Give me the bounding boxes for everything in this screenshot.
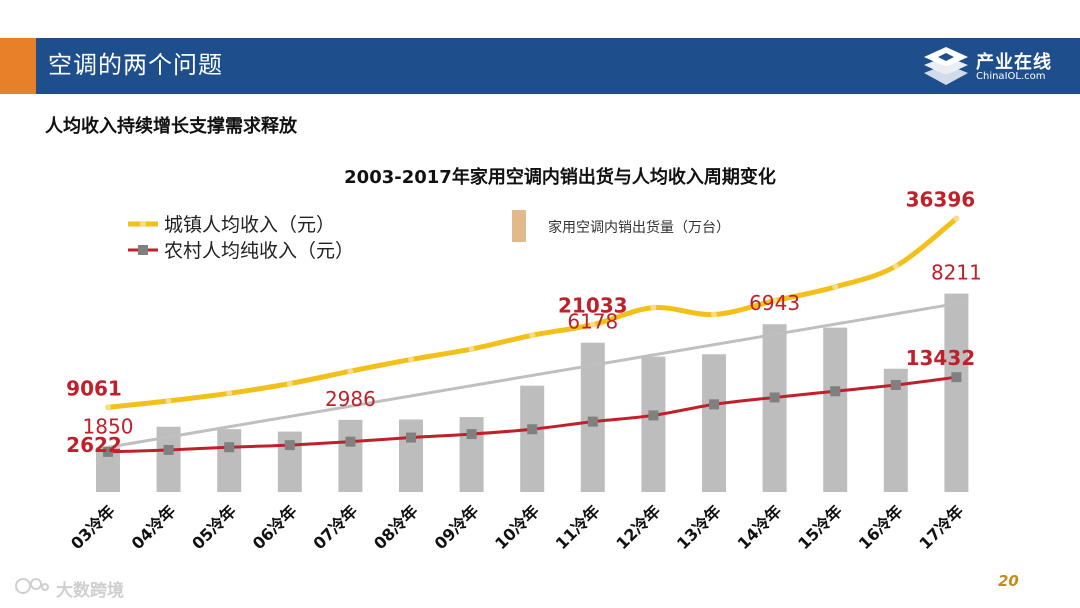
- x-tick-17冷年: 17冷年: [915, 501, 967, 553]
- watermark-text: 大数跨境: [56, 581, 124, 601]
- bar-10冷年: [520, 385, 545, 492]
- bar-trend-line: [95, 300, 969, 451]
- chart-title: 2003-2017年家用空调内销出货与人均收入周期变化: [344, 166, 776, 188]
- bar-label-2986: 2986: [325, 387, 376, 411]
- section-subtitle: 人均收入持续增长支撑需求释放: [45, 116, 297, 137]
- x-tick-03冷年: 03冷年: [67, 501, 119, 553]
- bar-09冷年: [459, 417, 484, 492]
- rural-point-05冷年: [224, 442, 235, 453]
- bar-12冷年: [641, 356, 666, 492]
- bar-17冷年: [944, 293, 969, 492]
- x-tick-15冷年: 15冷年: [794, 501, 846, 553]
- urban-point-03冷年: [105, 404, 111, 411]
- page-title: 空调的两个问题: [48, 51, 223, 79]
- bar-15冷年: [823, 327, 848, 492]
- bar-05冷年: [217, 429, 242, 492]
- bar-label-1850: 1850: [83, 414, 134, 438]
- rural-point-06冷年: [284, 440, 295, 451]
- x-tick-07冷年: 07冷年: [309, 501, 361, 553]
- legend-urban-label: 城镇人均收入（元）: [164, 214, 335, 236]
- urban-point-07冷年: [347, 368, 354, 375]
- x-tick-06冷年: 06冷年: [249, 501, 301, 553]
- rural-point-16冷年: [890, 380, 901, 391]
- chinaiol-logo-icon: [924, 47, 968, 85]
- rural-point-07冷年: [345, 436, 356, 447]
- x-tick-09冷年: 09冷年: [431, 501, 483, 553]
- legend-rural-marker: [138, 245, 148, 255]
- urban-point-17冷年: [953, 215, 960, 222]
- x-tick-12冷年: 12冷年: [612, 501, 664, 553]
- bar-08冷年: [399, 419, 423, 492]
- rural-point-14冷年: [769, 392, 780, 403]
- bar-label-6943: 6943: [749, 291, 800, 315]
- rural-point-03冷年: [103, 446, 113, 457]
- rural-label-2622: 2622: [66, 433, 122, 457]
- rural-point-17冷年: [951, 372, 962, 383]
- bar-14冷年: [762, 324, 787, 492]
- urban-point-04冷年: [165, 397, 172, 404]
- rural-point-13冷年: [709, 399, 719, 410]
- logo-url: ChinaIOL.com: [976, 71, 1046, 82]
- x-tick-10冷年: 10冷年: [491, 501, 543, 553]
- urban-point-14冷年: [771, 297, 778, 304]
- urban-point-08冷年: [408, 356, 414, 363]
- bar-label-6178: 6178: [567, 310, 618, 334]
- x-tick-04冷年: 04冷年: [128, 501, 180, 553]
- rural-label-13432: 13432: [906, 346, 976, 370]
- x-tick-13冷年: 13冷年: [673, 501, 725, 553]
- header-accent: [0, 38, 36, 94]
- rural-point-15冷年: [830, 386, 841, 397]
- rural-point-09冷年: [466, 429, 477, 440]
- bar-07冷年: [338, 419, 363, 492]
- legend-urban-marker: [140, 221, 146, 227]
- header-bar: [0, 38, 1080, 94]
- urban-point-10冷年: [529, 332, 536, 339]
- rural-point-10冷年: [527, 424, 538, 435]
- urban-point-09冷年: [468, 346, 475, 353]
- bar-label-8211: 8211: [931, 261, 982, 285]
- bar-13冷年: [702, 354, 726, 492]
- x-tick-14冷年: 14冷年: [734, 501, 786, 553]
- x-tick-08冷年: 08冷年: [370, 501, 422, 553]
- rural-point-11冷年: [587, 416, 598, 427]
- urban-point-13冷年: [711, 311, 717, 318]
- watermark-logo-icon: [15, 578, 49, 594]
- page-number: 20: [998, 572, 1019, 590]
- legend-rural-label: 农村人均纯收入（元）: [164, 240, 354, 262]
- x-tick-16冷年: 16冷年: [855, 501, 907, 553]
- urban-point-15冷年: [832, 283, 839, 290]
- rural-point-08冷年: [406, 432, 416, 443]
- x-tick-05冷年: 05冷年: [188, 501, 240, 553]
- legend-bar-label: 家用空调内销出货量（万台）: [548, 219, 730, 236]
- urban-point-11冷年: [589, 321, 596, 328]
- urban-label-9061: 9061: [66, 376, 122, 400]
- urban-point-16冷年: [892, 263, 899, 270]
- legend-bar-swatch: [512, 210, 526, 242]
- x-tick-11冷年: 11冷年: [552, 501, 604, 553]
- urban-label-21033: 21033: [558, 294, 628, 318]
- urban-point-12冷年: [650, 304, 657, 311]
- rural-point-04冷年: [163, 444, 174, 455]
- urban-point-05冷年: [226, 390, 233, 397]
- rural-point-12冷年: [648, 410, 659, 421]
- urban-label-36396: 36396: [906, 188, 976, 212]
- urban-point-06冷年: [286, 380, 293, 387]
- logo-text: 产业在线: [976, 52, 1052, 73]
